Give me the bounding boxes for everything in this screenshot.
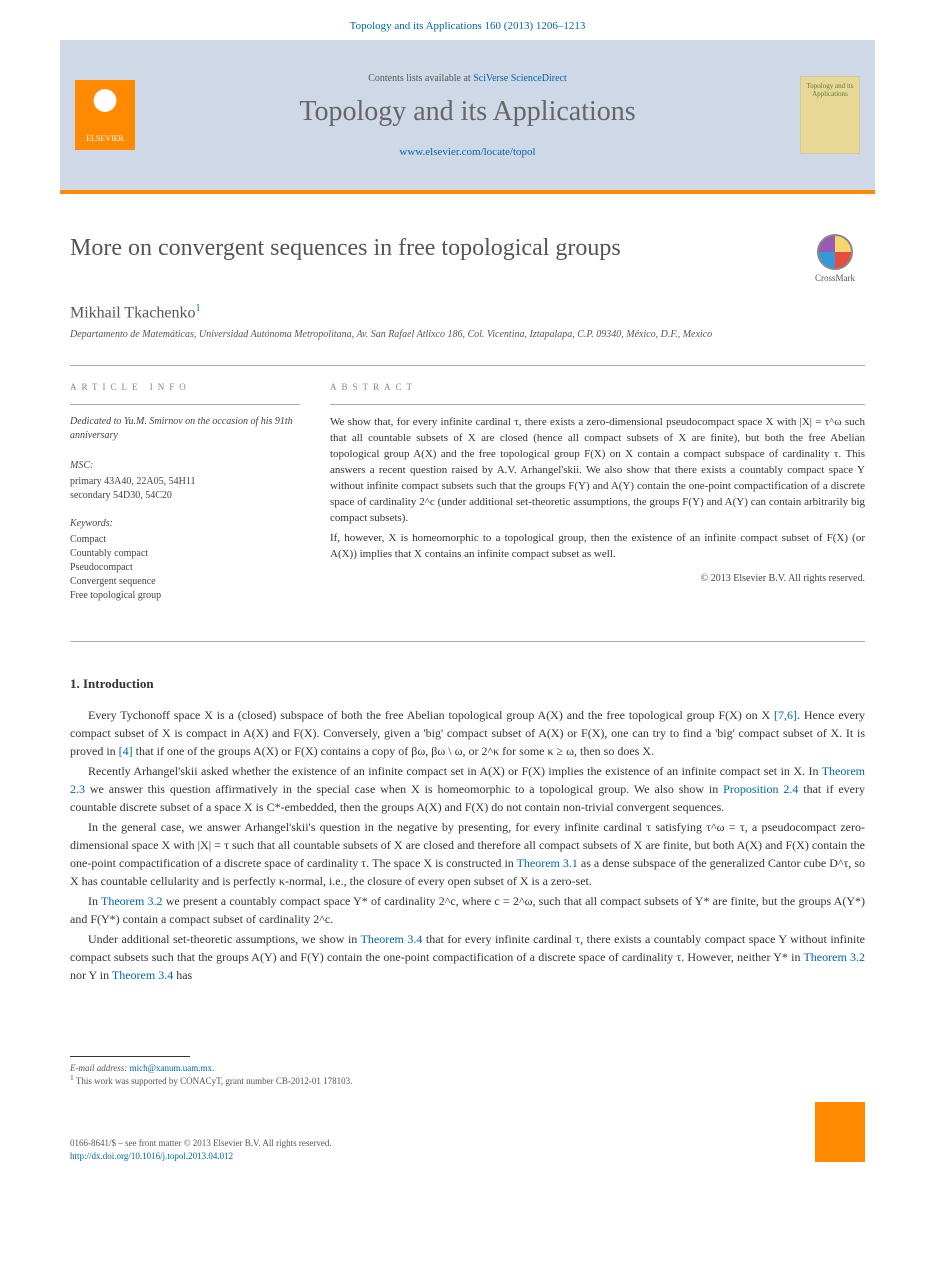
author-name: Mikhail Tkachenko1 — [70, 303, 865, 322]
contents-line: Contents lists available at SciVerse Sci… — [368, 73, 567, 84]
msc-title: MSC: — [70, 459, 300, 473]
keywords-block: Keywords: Compact Countably compact Pseu… — [70, 517, 300, 603]
intro-p4-a: In — [88, 894, 101, 908]
journal-homepage-link[interactable]: www.elsevier.com/locate/topol — [399, 146, 535, 158]
article-title: More on convergent sequences in free top… — [70, 234, 805, 263]
citation-header: Topology and its Applications 160 (2013)… — [0, 0, 935, 40]
ref-link[interactable]: [4] — [119, 744, 133, 758]
intro-p5-d: has — [173, 968, 192, 982]
elsevier-tree-icon — [85, 87, 125, 132]
author-email-link[interactable]: mich@xanum.uam.mx — [130, 1063, 212, 1073]
intro-p2-a: Recently Arhangel'skii asked whether the… — [88, 764, 822, 778]
intro-p4: In Theorem 3.2 we present a countably co… — [70, 892, 865, 928]
proposition-link[interactable]: Proposition 2.4 — [723, 782, 798, 796]
journal-banner: ELSEVIER Contents lists available at Sci… — [60, 40, 875, 190]
abstract-column: ABSTRACT We show that, for every infinit… — [330, 382, 865, 617]
author-affiliation: Departamento de Matemáticas, Universidad… — [70, 328, 865, 341]
intro-p5: Under additional set-theoretic assumptio… — [70, 930, 865, 984]
theorem-link[interactable]: Theorem 3.4 — [361, 932, 423, 946]
introduction-section: 1. Introduction Every Tychonoff space X … — [70, 676, 865, 984]
intro-p1-a: Every Tychonoff space X is a (closed) su… — [88, 708, 774, 722]
doi-link[interactable]: http://dx.doi.org/10.1016/j.topol.2013.0… — [70, 1151, 233, 1161]
abstract-text: We show that, for every infinite cardina… — [330, 415, 865, 562]
author-footnote-ref[interactable]: 1 — [195, 303, 200, 314]
elsevier-text: ELSEVIER — [86, 134, 124, 143]
msc-secondary: secondary 54D30, 54C20 — [70, 489, 300, 503]
theorem-link[interactable]: Theorem 3.2 — [803, 950, 865, 964]
abstract-header: ABSTRACT — [330, 382, 865, 392]
author-text: Mikhail Tkachenko — [70, 304, 195, 321]
divider-bottom — [70, 641, 865, 642]
contents-prefix: Contents lists available at — [368, 73, 473, 84]
theorem-link[interactable]: Theorem 3.1 — [517, 856, 578, 870]
journal-homepage: www.elsevier.com/locate/topol — [399, 146, 535, 158]
msc-primary: primary 43A40, 22A05, 54H11 — [70, 475, 300, 489]
intro-heading: 1. Introduction — [70, 676, 865, 692]
journal-name: Topology and its Applications — [299, 96, 635, 128]
intro-p5-c: nor Y in — [70, 968, 112, 982]
divider-top — [70, 365, 865, 366]
footer-left: 0166-8641/$ – see front matter © 2013 El… — [70, 1137, 332, 1162]
intro-p2-b: we answer this question affirmatively in… — [85, 782, 723, 796]
issn-line: 0166-8641/$ – see front matter © 2013 El… — [70, 1137, 332, 1150]
cover-text: Topology and its Applications — [801, 83, 859, 98]
page-footer: E-mail address: mich@xanum.uam.mx. 1 Thi… — [0, 1056, 935, 1192]
keyword-item: Free topological group — [70, 589, 300, 603]
crossmark-icon — [817, 234, 853, 270]
funding-note: 1 This work was supported by CONACyT, gr… — [70, 1073, 865, 1086]
elsevier-logo: ELSEVIER — [75, 80, 135, 150]
article-info-header: ARTICLE INFO — [70, 382, 300, 392]
theorem-link[interactable]: Theorem 3.4 — [112, 968, 173, 982]
abstract-p2: If, however, X is homeomorphic to a topo… — [330, 531, 865, 563]
keywords-title: Keywords: — [70, 517, 300, 531]
ref-link[interactable]: [7,6] — [774, 708, 797, 722]
copyright-line: © 2013 Elsevier B.V. All rights reserved… — [330, 573, 865, 584]
abstract-p1: We show that, for every infinite cardina… — [330, 415, 865, 527]
theorem-link[interactable]: Theorem 3.2 — [101, 894, 163, 908]
sciencedirect-link[interactable]: SciVerse ScienceDirect — [473, 73, 567, 84]
journal-cover-thumbnail: Topology and its Applications — [800, 76, 860, 154]
abstract-divider — [330, 404, 865, 405]
email-label: E-mail address: — [70, 1063, 130, 1073]
keyword-item: Countably compact — [70, 547, 300, 561]
dedication-text: Dedicated to Yu.M. Smirnov on the occasi… — [70, 415, 300, 443]
keyword-item: Convergent sequence — [70, 575, 300, 589]
keyword-item: Pseudocompact — [70, 561, 300, 575]
keyword-item: Compact — [70, 533, 300, 547]
msc-block: MSC: primary 43A40, 22A05, 54H11 seconda… — [70, 459, 300, 503]
crossmark-label: CrossMark — [815, 273, 855, 283]
author-sup-link[interactable]: 1 — [195, 303, 200, 314]
crossmark-widget[interactable]: CrossMark — [805, 234, 865, 283]
intro-p4-b: we present a countably compact space Y* … — [70, 894, 865, 926]
footer-divider — [70, 1056, 190, 1057]
intro-p2: Recently Arhangel'skii asked whether the… — [70, 762, 865, 816]
elsevier-footer-logo — [815, 1102, 865, 1162]
intro-p3: In the general case, we answer Arhangel'… — [70, 818, 865, 890]
citation-link[interactable]: Topology and its Applications 160 (2013)… — [350, 20, 586, 32]
email-line: E-mail address: mich@xanum.uam.mx. — [70, 1063, 865, 1073]
note-text: This work was supported by CONACyT, gran… — [74, 1076, 353, 1086]
info-divider — [70, 404, 300, 405]
intro-p1-c: that if one of the groups A(X) or F(X) c… — [133, 744, 654, 758]
intro-p1: Every Tychonoff space X is a (closed) su… — [70, 706, 865, 760]
article-info-column: ARTICLE INFO Dedicated to Yu.M. Smirnov … — [70, 382, 300, 617]
intro-p5-a: Under additional set-theoretic assumptio… — [88, 932, 361, 946]
